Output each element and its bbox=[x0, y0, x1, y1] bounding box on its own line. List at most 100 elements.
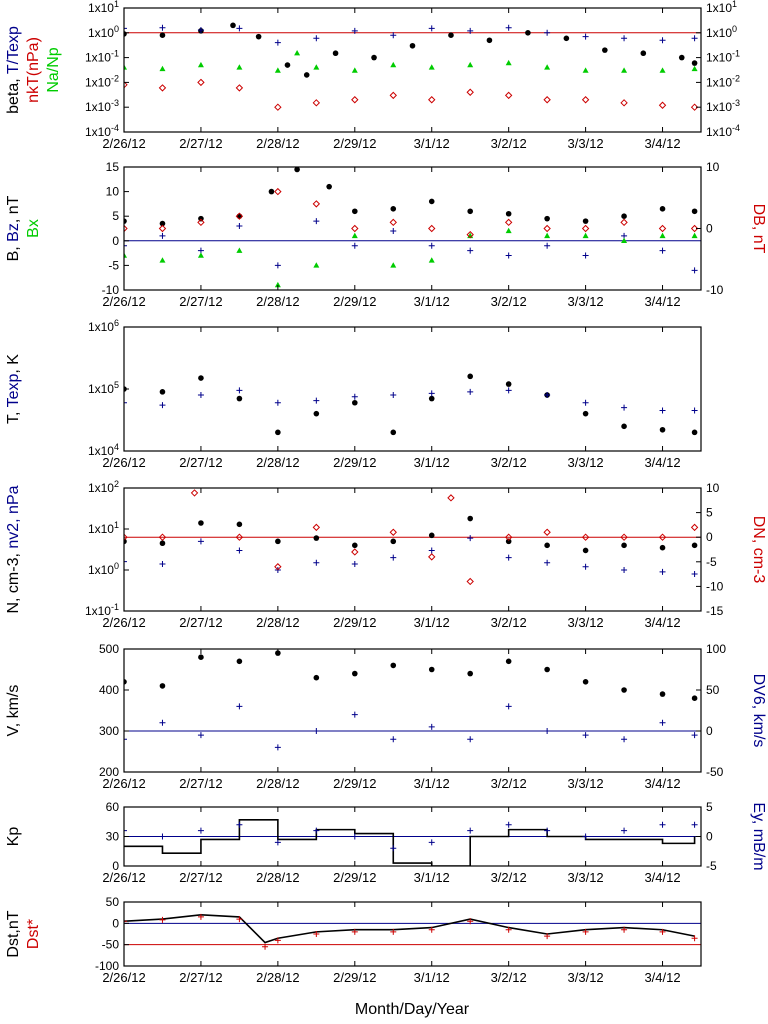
x-tick-label: 3/4/12 bbox=[644, 294, 680, 309]
data-point bbox=[466, 88, 474, 96]
data-point bbox=[274, 39, 281, 46]
data-point bbox=[428, 926, 435, 933]
data-point bbox=[236, 658, 243, 665]
y-tick-label-left: 10 bbox=[106, 185, 120, 199]
data-point bbox=[691, 60, 698, 66]
data-point bbox=[313, 262, 320, 268]
data-point bbox=[544, 933, 551, 940]
y-tick-label-right: -10 bbox=[706, 579, 724, 593]
data-point bbox=[390, 206, 397, 212]
data-point bbox=[582, 33, 589, 40]
y-tick-label-right: -15 bbox=[706, 604, 724, 618]
data-point bbox=[124, 25, 127, 32]
data-point bbox=[621, 237, 628, 243]
x-tick-label: 2/29/12 bbox=[333, 970, 376, 985]
data-point bbox=[659, 426, 666, 433]
data-point bbox=[621, 736, 628, 743]
data-point bbox=[544, 215, 550, 222]
data-point bbox=[197, 392, 204, 399]
data-point bbox=[428, 532, 435, 539]
data-point bbox=[544, 666, 550, 673]
data-point bbox=[505, 59, 512, 66]
plot-area bbox=[124, 373, 698, 436]
data-point bbox=[582, 399, 589, 406]
y-tick-label-right: 1x101 bbox=[706, 0, 737, 15]
y-axis-label-left: beta, T/Texp bbox=[5, 26, 22, 114]
data-point bbox=[390, 538, 397, 545]
x-tick-label: 3/1/12 bbox=[414, 870, 450, 885]
data-point bbox=[691, 935, 698, 942]
data-point bbox=[581, 533, 590, 541]
data-point bbox=[332, 50, 339, 57]
data-point bbox=[313, 827, 320, 834]
data-point bbox=[262, 943, 269, 950]
data-point bbox=[351, 928, 358, 935]
data-point bbox=[467, 388, 474, 395]
data-point bbox=[274, 744, 281, 751]
data-point bbox=[505, 387, 512, 394]
data-point bbox=[659, 37, 666, 44]
plot-area bbox=[124, 489, 699, 586]
data-point bbox=[351, 67, 358, 73]
data-point bbox=[504, 218, 513, 227]
data-point bbox=[303, 72, 310, 78]
plot-area bbox=[124, 913, 698, 950]
data-point bbox=[505, 554, 512, 561]
data-point bbox=[390, 554, 397, 561]
x-tick-label: 3/1/12 bbox=[414, 455, 450, 470]
data-point bbox=[351, 232, 358, 239]
data-point bbox=[124, 218, 127, 224]
y-tick-label-left: 0 bbox=[112, 234, 119, 248]
y-tick-label-right: 10 bbox=[706, 481, 720, 495]
data-point bbox=[351, 548, 359, 556]
x-tick-label: 2/28/12 bbox=[256, 970, 299, 985]
data-point bbox=[351, 27, 358, 34]
data-point bbox=[390, 928, 397, 935]
data-point bbox=[236, 64, 243, 70]
x-tick-label: 2/29/12 bbox=[333, 776, 376, 791]
data-point bbox=[274, 262, 281, 269]
data-point bbox=[640, 50, 647, 57]
y-tick-label-right: 10 bbox=[706, 160, 720, 174]
data-point bbox=[691, 821, 698, 828]
data-point bbox=[255, 33, 262, 40]
y-tick-label-right: -50 bbox=[706, 765, 724, 779]
x-tick-label: 3/2/12 bbox=[491, 615, 527, 630]
data-point bbox=[428, 666, 435, 673]
data-point bbox=[352, 399, 358, 406]
data-point bbox=[274, 281, 281, 288]
x-tick-label: 2/29/12 bbox=[333, 455, 376, 470]
data-point bbox=[544, 64, 551, 70]
data-point bbox=[274, 67, 281, 73]
data-point bbox=[581, 96, 590, 104]
y-tick-label-right: 5 bbox=[706, 800, 713, 814]
data-point bbox=[197, 538, 204, 545]
x-tick-label: 3/2/12 bbox=[491, 970, 527, 985]
data-point bbox=[582, 928, 589, 935]
data-point bbox=[313, 674, 320, 681]
y-tick-label-left: 1x10-2 bbox=[85, 73, 119, 89]
x-tick-label: 3/1/12 bbox=[414, 136, 450, 151]
data-point bbox=[124, 558, 127, 565]
data-point bbox=[390, 227, 397, 234]
panel-V-DV6: 2/26/12 2/27/12 2/28/12 2/29/12 3/1/12 3/2/12… bbox=[5, 642, 767, 791]
data-point bbox=[428, 198, 435, 205]
data-point bbox=[659, 206, 666, 212]
x-tick-label: 2/29/12 bbox=[333, 870, 376, 885]
y-axis-label-right: Ey, mB/m bbox=[750, 802, 767, 870]
y-axis-label-right: DN, cm-3 bbox=[750, 516, 767, 584]
plot-area bbox=[124, 167, 699, 288]
x-tick-label: 2/28/12 bbox=[256, 136, 299, 151]
data-point bbox=[428, 25, 435, 32]
data-point bbox=[466, 230, 474, 239]
panel-beta-T/Texp-nkT-Na/Np: 2/26/12 2/27/12 2/28/12 2/29/12 3/1/12 3/2/12… bbox=[5, 0, 740, 151]
data-point bbox=[659, 247, 666, 254]
y-axis-label-right: DB, nT bbox=[750, 204, 767, 254]
y-tick-label-right: -5 bbox=[706, 555, 717, 569]
x-tick-label: 2/26/12 bbox=[102, 294, 145, 309]
data-point bbox=[428, 839, 435, 846]
data-point bbox=[124, 399, 127, 406]
data-point bbox=[620, 533, 628, 541]
data-point bbox=[659, 928, 666, 935]
panel-Kp-Ey: 2/26/12 2/27/12 2/28/12 2/29/12 3/1/12 3/2/12… bbox=[5, 800, 767, 885]
